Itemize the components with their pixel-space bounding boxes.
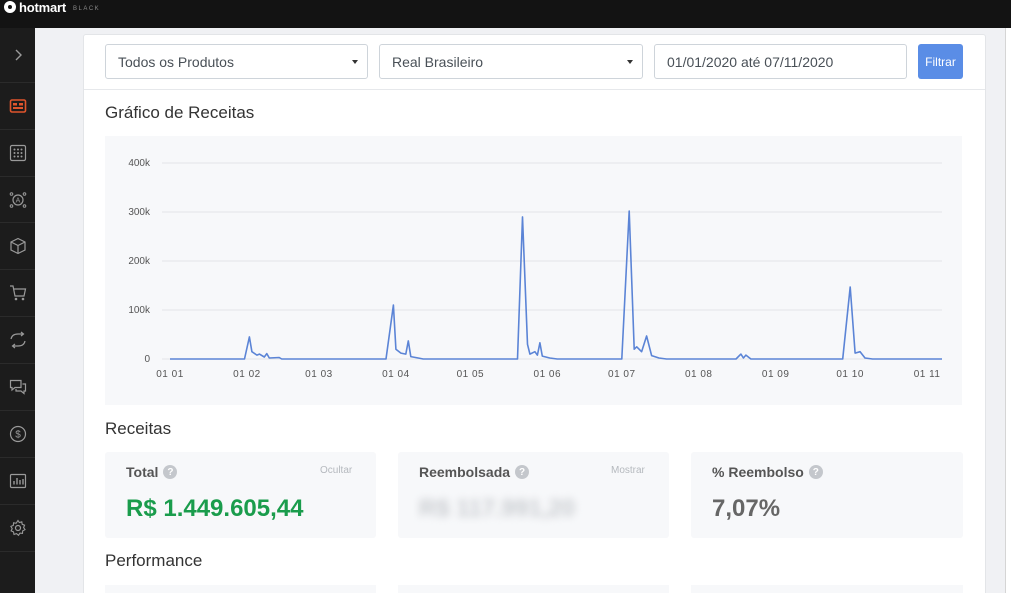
- help-icon[interactable]: ?: [515, 465, 530, 479]
- help-icon[interactable]: ?: [163, 465, 178, 479]
- sidebar-item-settings[interactable]: [0, 505, 35, 552]
- currency-select[interactable]: Real Brasileiro: [379, 44, 643, 79]
- stat-card-refunded: Reembolsada ? Mostrar R$ 117.991,20: [398, 452, 669, 538]
- x-tick-label: 01 01: [156, 369, 184, 380]
- sidebar-item-apps[interactable]: [0, 130, 35, 177]
- x-tick-label: 01 07: [608, 369, 636, 380]
- top-bar: hotmart BLACK: [0, 0, 1011, 28]
- x-tick-label: 01 09: [762, 369, 790, 380]
- sidebar-item-subscriptions[interactable]: [0, 317, 35, 364]
- x-tick-label: 01 04: [382, 369, 410, 380]
- sidebar-item-messages[interactable]: [0, 364, 35, 411]
- stat-total-label-row: Total ?: [126, 464, 178, 480]
- chart-title: Gráfico de Receitas: [105, 103, 255, 122]
- stat-card-total: Total ? Ocultar R$ 1.449.605,44: [105, 452, 376, 538]
- stat-total-label: Total: [126, 464, 159, 480]
- y-tick-label: 400k: [128, 158, 151, 169]
- y-tick-label: 300k: [128, 207, 151, 218]
- performance-card: [105, 585, 376, 593]
- x-tick-label: 01 02: [233, 369, 261, 380]
- stat-refunded-label: Reembolsada: [419, 464, 511, 480]
- caret-down-icon: [352, 60, 358, 64]
- performance-card: [398, 585, 669, 593]
- help-icon[interactable]: ?: [808, 465, 823, 479]
- sidebar-item-finance[interactable]: $: [0, 411, 35, 458]
- x-tick-label: 01 05: [457, 369, 485, 380]
- filter-button[interactable]: Filtrar: [918, 44, 963, 79]
- sidebar: A $: [0, 28, 35, 593]
- revenue-chart-svg: 0 100k 200k 300k 400k 01 01 01 02 01 03 01 04 01 …: [128, 158, 942, 380]
- stat-percent-value: 7,07%: [712, 495, 781, 522]
- performance-title: Performance: [105, 551, 203, 570]
- product-select[interactable]: Todos os Produtos: [105, 44, 368, 79]
- apps-grid-icon: [9, 144, 26, 162]
- brand-name: hotmart: [19, 0, 66, 15]
- y-tick-label: 0: [144, 354, 150, 365]
- cart-icon: [9, 285, 26, 301]
- messages-icon: [9, 379, 26, 395]
- sidebar-item-reports[interactable]: [0, 458, 35, 505]
- chevron-right-icon: [15, 49, 22, 61]
- divider: [84, 89, 985, 90]
- caret-down-icon: [627, 60, 633, 64]
- hotmart-logo[interactable]: hotmart BLACK: [4, 0, 101, 15]
- show-value-link[interactable]: Mostrar: [611, 465, 645, 476]
- sidebar-item-dashboard[interactable]: [0, 83, 35, 130]
- affiliates-icon: A: [9, 191, 26, 208]
- y-tick-label: 200k: [128, 256, 151, 267]
- stat-percent-label-row: % Reembolso ?: [712, 464, 823, 480]
- subscriptions-icon: [9, 331, 26, 349]
- stat-refunded-label-row: Reembolsada ?: [419, 464, 530, 480]
- stat-percent-label: % Reembolso: [712, 464, 804, 480]
- x-tick-label: 01 10: [836, 369, 864, 380]
- hide-value-link[interactable]: Ocultar: [320, 465, 353, 476]
- svg-text:$: $: [15, 430, 21, 441]
- stat-refunded-value: R$ 117.991,20: [419, 495, 576, 522]
- y-tick-label: 100k: [128, 305, 151, 316]
- money-icon: $: [9, 425, 26, 443]
- date-range-input[interactable]: 01/01/2020 até 07/11/2020: [654, 44, 907, 79]
- x-tick-label: 01 03: [305, 369, 333, 380]
- date-range-value: 01/01/2020 até 07/11/2020: [667, 53, 834, 70]
- products-box-icon: [9, 237, 26, 255]
- brand-sub: BLACK: [73, 5, 101, 12]
- sidebar-item-affiliates[interactable]: A: [0, 177, 35, 223]
- sidebar-item-sales[interactable]: [0, 270, 35, 317]
- x-tick-label: 01 08: [685, 369, 713, 380]
- dashboard-icon: [9, 99, 26, 113]
- stat-total-value: R$ 1.449.605,44: [126, 495, 304, 522]
- sidebar-item-products[interactable]: [0, 223, 35, 270]
- x-tick-label: 01 06: [534, 369, 562, 380]
- hotmart-logo-icon: [4, 1, 16, 13]
- sidebar-expand[interactable]: [0, 28, 35, 83]
- receitas-title: Receitas: [105, 419, 172, 438]
- currency-select-value: Real Brasileiro: [392, 53, 484, 70]
- revenue-series-line: [170, 210, 942, 360]
- svg-text:A: A: [15, 197, 20, 204]
- product-select-value: Todos os Produtos: [118, 53, 234, 70]
- x-tick-label: 01 11: [914, 369, 941, 380]
- right-panel-edge: [1005, 28, 1011, 593]
- settings-icon: [9, 519, 26, 537]
- stat-card-refund-percent: % Reembolso ? 7,07%: [691, 452, 963, 538]
- performance-card: [691, 585, 963, 593]
- revenue-chart: 0 100k 200k 300k 400k 01 01 01 02 01 03 01 04 01 …: [105, 136, 962, 405]
- reports-icon: [9, 473, 26, 489]
